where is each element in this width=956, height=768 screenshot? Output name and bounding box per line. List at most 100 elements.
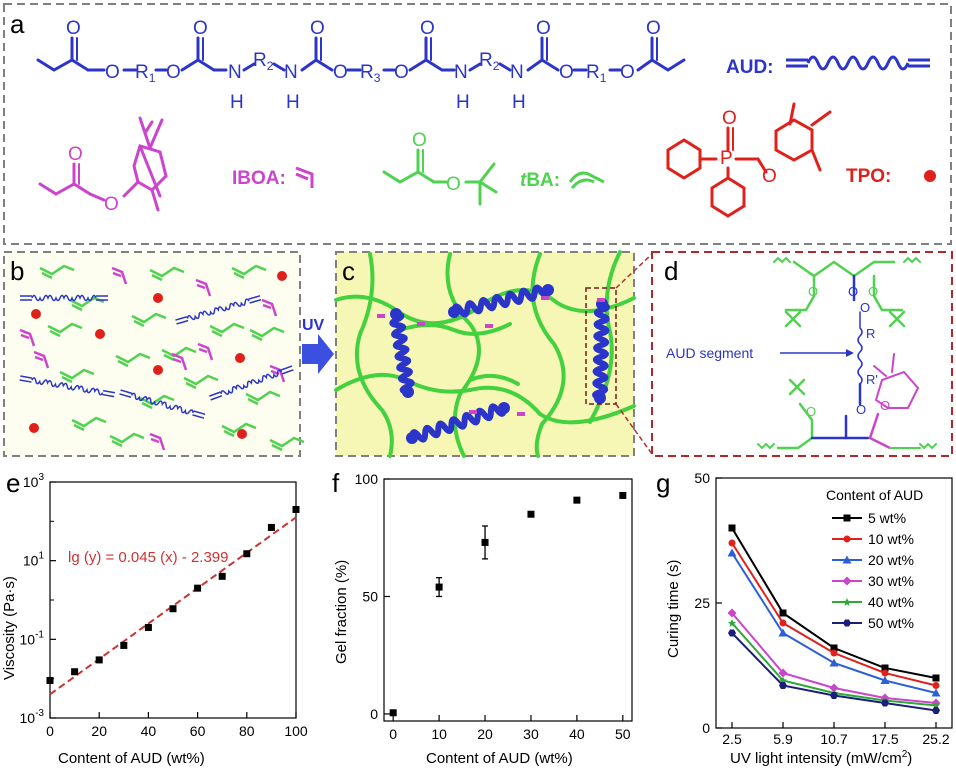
atom-o: O <box>310 18 325 39</box>
group-r3: R3 <box>360 62 381 85</box>
x-tick-label: 2.5 <box>722 731 742 747</box>
series-marker <box>829 658 839 667</box>
tpo-molecule <box>29 423 39 433</box>
panel-e-letter: e <box>6 468 20 498</box>
arrow-icon <box>302 334 334 374</box>
series-marker <box>728 619 736 627</box>
y-tick-label: 10-1 <box>20 629 45 647</box>
series-marker <box>932 674 940 682</box>
tpo-molecule <box>237 429 247 439</box>
data-point <box>144 623 152 631</box>
chart-e-points <box>46 505 300 684</box>
series-marker <box>779 609 787 617</box>
series-marker <box>843 535 851 543</box>
tba-molecule <box>231 264 267 280</box>
panel-e: e 103 101 10-1 10-3 0 20 40 60 80 100 lg (y) = 0… <box>1 468 308 767</box>
tba-icon <box>568 171 605 189</box>
tba-molecule <box>249 326 285 342</box>
tba-label: tBA: <box>520 170 560 191</box>
data-point <box>619 491 627 499</box>
zoom-box <box>585 287 617 405</box>
series-marker <box>931 688 941 697</box>
data-point <box>573 496 581 504</box>
data-point <box>267 523 275 531</box>
series-marker <box>728 524 736 532</box>
series-marker <box>779 619 787 627</box>
tba-molecule <box>115 352 151 368</box>
atom-n: N <box>454 62 468 83</box>
x-tick-label: 0 <box>46 723 54 739</box>
x-tick-label: 50 <box>615 726 631 742</box>
x-tick-label: 40 <box>569 726 585 742</box>
tba-molecule <box>139 394 175 410</box>
aud-structure <box>36 36 686 72</box>
chart-e-xtick-labels: 0 20 40 60 80 100 <box>46 723 308 739</box>
tpo-molecule <box>153 293 163 303</box>
series-marker <box>843 598 851 606</box>
aud-spring <box>451 284 551 318</box>
uv-label: UV <box>302 317 325 334</box>
iboa-molecule <box>261 298 278 317</box>
iboa-molecule <box>149 432 166 451</box>
x-tick-label: 100 <box>284 723 308 739</box>
atom-o: O <box>860 300 870 315</box>
y-tick-label: 10-3 <box>20 708 45 726</box>
aud-molecule <box>209 365 294 401</box>
data-point <box>71 668 79 676</box>
data-point <box>292 505 300 513</box>
x-tick-label: 80 <box>239 723 255 739</box>
crosslink-detail <box>757 256 937 450</box>
atom-o: O <box>412 130 427 151</box>
data-point <box>435 583 443 591</box>
atom-o: O <box>856 402 866 417</box>
x-tick-label: 30 <box>523 726 539 742</box>
series-marker <box>728 629 736 637</box>
atom-o: O <box>559 62 574 83</box>
data-point <box>389 709 397 717</box>
panel-c: c <box>334 250 636 458</box>
tba-molecule <box>131 312 167 328</box>
atom-o: O <box>105 62 120 83</box>
legend-label: 30 wt% <box>868 573 914 589</box>
series-marker <box>727 548 737 557</box>
aud-crosslinks <box>377 284 610 444</box>
aud-spring <box>592 301 610 401</box>
series-marker <box>830 644 838 652</box>
tba-molecule <box>39 264 75 280</box>
atom-h: H <box>512 92 526 113</box>
aud-icon <box>786 55 930 71</box>
series-marker <box>881 669 889 677</box>
panel-c-letter: c <box>342 256 355 286</box>
x-tick-label: 10.7 <box>820 731 847 747</box>
panel-b-letter: b <box>10 256 24 286</box>
legend-label: 50 wt% <box>868 615 914 631</box>
group-r2: R2 <box>253 50 274 73</box>
data-point <box>481 538 489 546</box>
panel-f: f 0 50 100 0 10 20 30 40 50 Content of AUD (wt%… <box>332 468 633 767</box>
atom-p: P <box>720 148 733 169</box>
iboa-segment <box>517 412 525 416</box>
tpo-molecule <box>95 329 105 339</box>
tba-structure <box>382 148 498 206</box>
iboa-segment <box>597 298 605 302</box>
tba-molecule <box>59 368 95 384</box>
aud-end <box>390 308 402 320</box>
atom-n: N <box>228 62 242 83</box>
iboa-icon <box>295 166 314 188</box>
tpo-molecule <box>235 353 245 363</box>
chart-e-fit-line <box>49 516 297 696</box>
aud-molecule <box>119 389 206 419</box>
atom-h: H <box>456 92 470 113</box>
x-tick-label: 20 <box>477 726 493 742</box>
x-tick-label: 0 <box>389 726 397 742</box>
aud-molecule <box>175 295 262 325</box>
data-point <box>194 584 202 592</box>
arrow-icon <box>846 349 854 357</box>
tba-molecule <box>183 374 219 390</box>
chart-g-ticks <box>716 477 937 729</box>
aud-segment-label: AUD segment <box>666 345 753 361</box>
atom-o: O <box>193 18 208 39</box>
atom-h: H <box>230 92 244 113</box>
series-marker <box>842 576 852 586</box>
atom-o: O <box>808 284 818 299</box>
